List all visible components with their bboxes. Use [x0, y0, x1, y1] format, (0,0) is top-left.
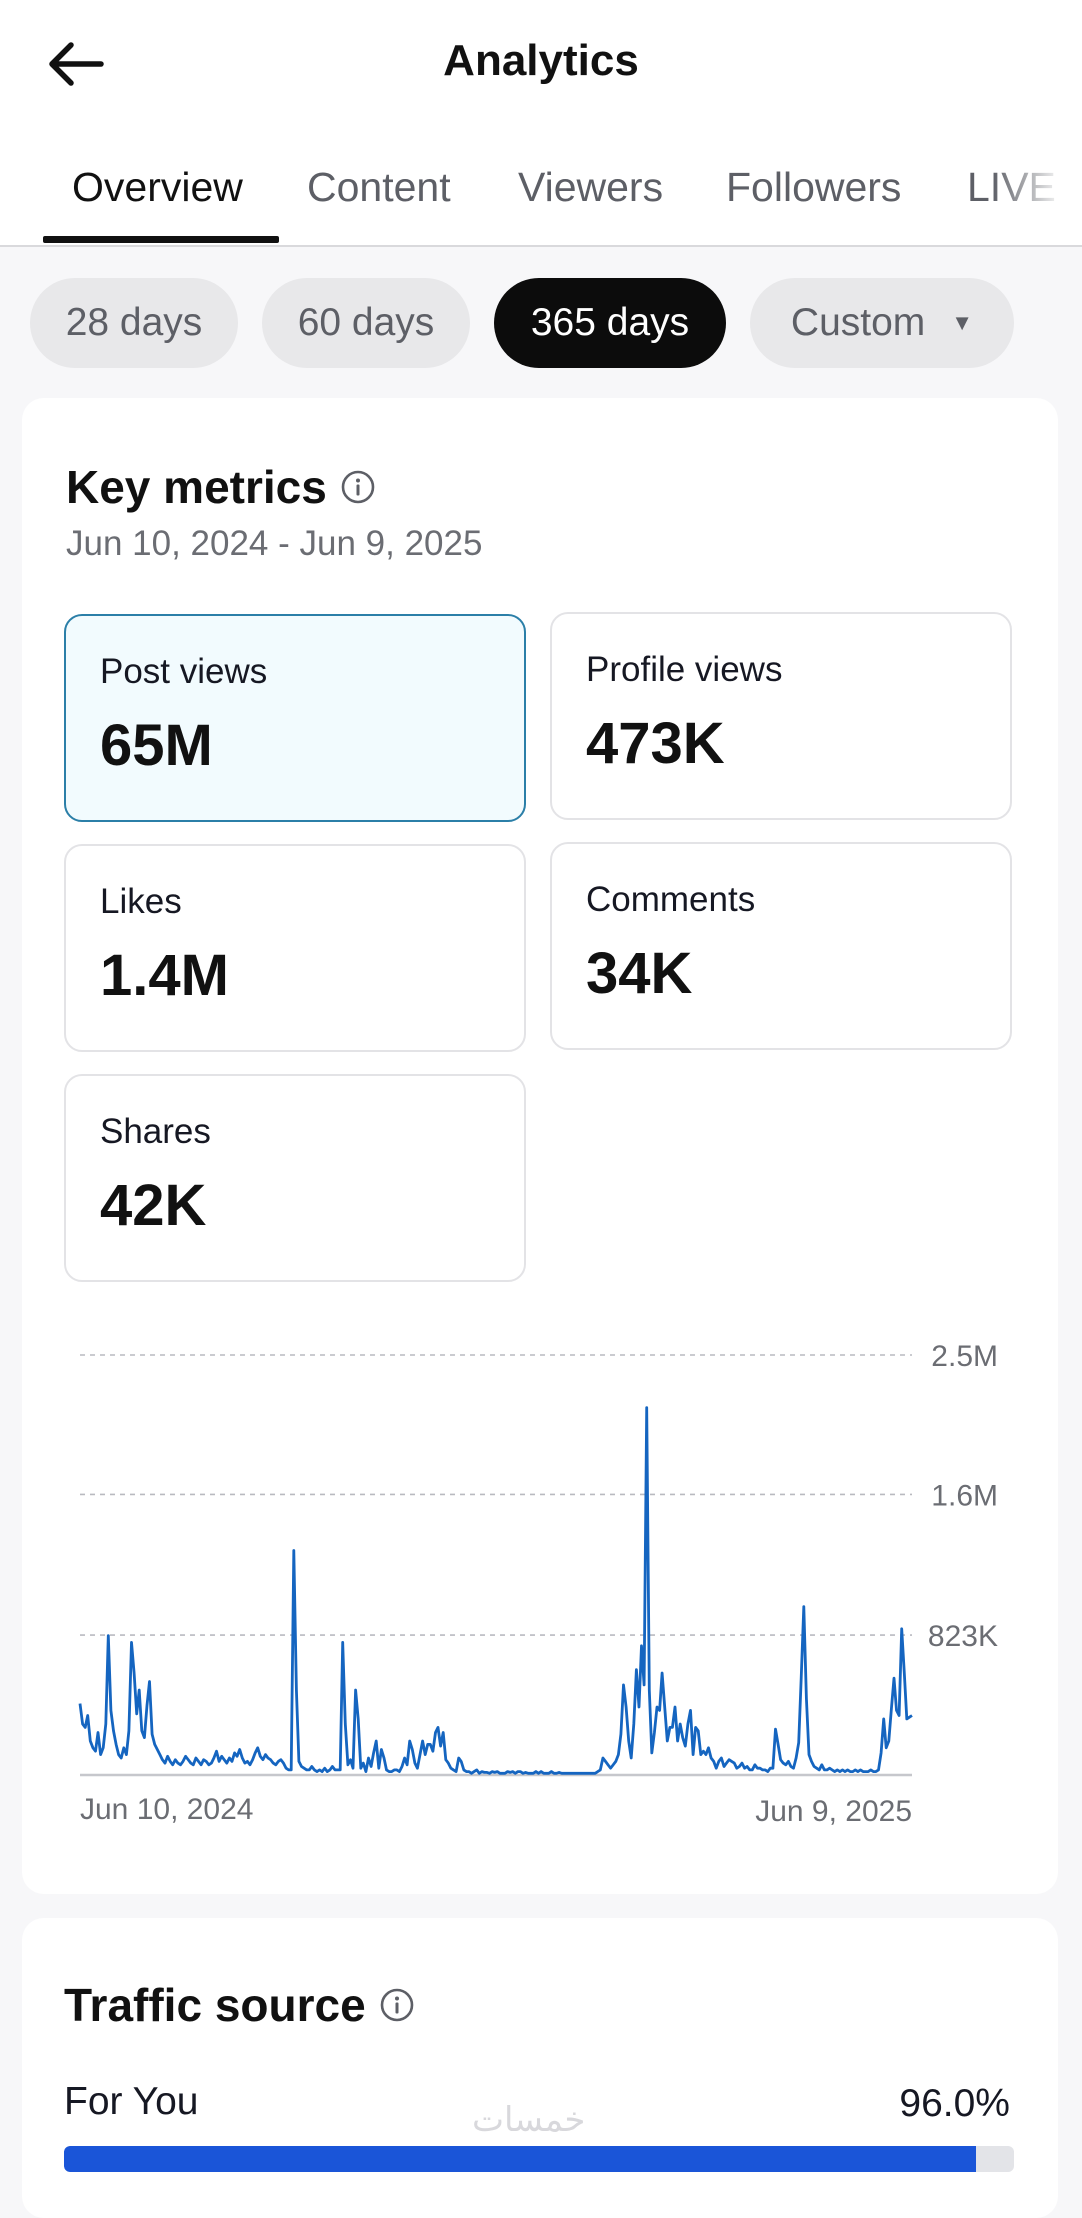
- post-views-chart: 823K 1.6M 2.5M Jun 10, 2024 Jun 9, 2025: [78, 1340, 998, 1828]
- info-icon[interactable]: [380, 1988, 414, 2022]
- metric-label: Likes: [100, 882, 182, 921]
- range-chip-label: 60 days: [297, 301, 435, 344]
- chart-series-line: [78, 1406, 913, 1775]
- page-title: Analytics: [443, 36, 639, 85]
- tab-overflow-fade: [992, 128, 1082, 243]
- tab-followers[interactable]: Followers: [726, 164, 902, 210]
- active-tab-indicator: [43, 236, 279, 243]
- chart-y-ticks: 823K 1.6M 2.5M: [928, 1340, 998, 1653]
- range-chip-28-days[interactable]: 28 days: [30, 278, 238, 368]
- chart-y-tick-label: 2.5M: [931, 1340, 998, 1373]
- tab-bar: Overview Content Viewers Followers LIVE: [0, 128, 1082, 247]
- tab-content[interactable]: Content: [307, 164, 451, 210]
- date-range: Jun 10, 2024 - Jun 9, 2025: [66, 524, 483, 563]
- metric-card-post-views[interactable]: Post views 65M: [64, 614, 526, 822]
- arrow-left-icon: [49, 42, 104, 86]
- traffic-source-percent: 96.0%: [899, 2082, 1010, 2125]
- chart-x-end-label: Jun 9, 2025: [755, 1795, 912, 1828]
- range-chip-label: 365 days: [530, 301, 690, 344]
- traffic-source-title: Traffic source: [64, 1979, 366, 2031]
- chart-y-tick-label: 1.6M: [931, 1479, 998, 1512]
- metric-value: 42K: [100, 1173, 207, 1238]
- chart-y-tick-label: 823K: [928, 1620, 998, 1653]
- info-icon[interactable]: [341, 470, 375, 504]
- metric-value: 65M: [100, 713, 213, 778]
- back-button[interactable]: [44, 36, 108, 92]
- range-chip-label: 28 days: [65, 301, 203, 344]
- caret-down-icon: ▼: [951, 310, 974, 335]
- traffic-source-heading: Traffic source: [64, 1978, 414, 2032]
- metric-label: Post views: [100, 652, 268, 691]
- metric-card-likes[interactable]: Likes 1.4M: [64, 844, 526, 1052]
- tab-viewers[interactable]: Viewers: [518, 164, 664, 210]
- metric-card-comments[interactable]: Comments 34K: [550, 842, 1012, 1050]
- metric-label: Shares: [100, 1112, 211, 1151]
- metric-card-shares[interactable]: Shares 42K: [64, 1074, 526, 1282]
- chart-x-start-label: Jun 10, 2024: [80, 1793, 253, 1826]
- key-metrics-heading: Key metrics: [66, 460, 375, 514]
- key-metrics-title: Key metrics: [66, 461, 327, 513]
- range-chip-custom[interactable]: Custom ▼: [750, 278, 1014, 368]
- traffic-source-card: [22, 1918, 1058, 2218]
- range-chip-60-days[interactable]: 60 days: [262, 278, 470, 368]
- traffic-source-bar: [64, 2146, 1014, 2172]
- range-chip-label: Custom: [790, 301, 926, 344]
- metric-label: Comments: [586, 880, 756, 919]
- metric-label: Profile views: [586, 650, 783, 689]
- metric-value: 34K: [586, 941, 693, 1006]
- range-chip-365-days[interactable]: 365 days: [494, 278, 726, 368]
- traffic-source-label: For You: [64, 2080, 199, 2123]
- tab-overview[interactable]: Overview: [72, 164, 243, 210]
- traffic-source-bar-fill: [64, 2146, 976, 2172]
- watermark: خمسات: [472, 2101, 586, 2139]
- metric-card-profile-views[interactable]: Profile views 473K: [550, 612, 1012, 820]
- metric-value: 1.4M: [100, 943, 229, 1008]
- chart-grid: [80, 1354, 912, 1636]
- metric-value: 473K: [586, 711, 725, 776]
- app-header: Analytics: [0, 0, 1082, 128]
